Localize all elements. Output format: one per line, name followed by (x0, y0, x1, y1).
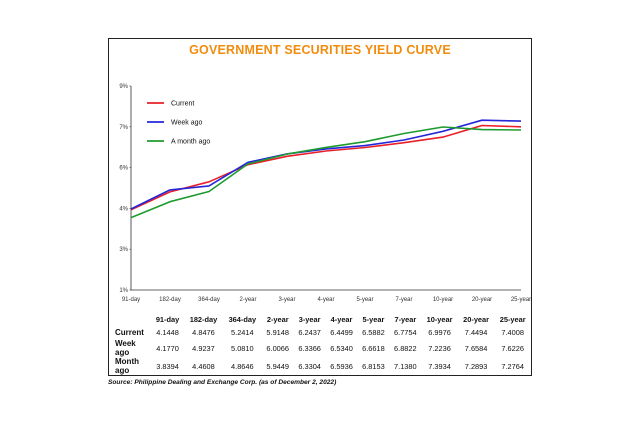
chart-frame: GOVERNMENT SECURITIES YIELD CURVE 1% 3% 4%… (108, 38, 532, 376)
x-tick-label: 2-year (239, 297, 256, 303)
table-column-header: 364-day (228, 315, 257, 324)
table-column-header: 7-year (394, 315, 417, 324)
table-row-label: Week ago (115, 339, 136, 357)
legend-label: A month ago (171, 139, 210, 146)
table-cell: 6.9976 (428, 328, 451, 337)
table-header-row: 91-day 182-day 364-day 2-year 3-year 4-year 5-… (109, 313, 531, 326)
table-cell: 6.0066 (266, 343, 290, 353)
table-cell: 6.8822 (394, 343, 417, 353)
table-cell: 6.5340 (330, 343, 353, 353)
table-row-label: Month ago (115, 357, 139, 375)
series-line (130, 124, 522, 211)
table-cell: 6.5882 (362, 328, 385, 337)
y-tick-label: 9% (119, 84, 128, 90)
table-cell: 7.4008 (501, 328, 524, 337)
series-lines (130, 119, 522, 219)
y-axis-ticks: 1% 3% 4% 6% 7% 9% (119, 84, 131, 294)
x-tick-label: 3-year (278, 297, 295, 303)
table-cell: 7.6226 (501, 343, 524, 353)
table-cell: 4.1770 (156, 343, 179, 353)
table-cell: 5.9449 (266, 361, 290, 371)
table-column-header: 91-day (155, 315, 180, 324)
table-cell: 4.8646 (231, 361, 254, 371)
table-column-header: 25-year (499, 315, 526, 324)
x-tick-label: 25-year (511, 297, 531, 303)
x-tick-label: 364-day (198, 297, 220, 303)
table-cell: 6.7754 (394, 328, 417, 337)
table-cell: 4.9237 (192, 343, 215, 353)
legend-label: Week ago (171, 120, 202, 127)
table-cell: 6.8153 (362, 361, 385, 371)
table-row: Current 4.1448 4.8476 5.2414 5.9148 6.2437 6.4… (109, 326, 531, 339)
x-tick-label: 7-year (395, 297, 412, 303)
table-row: Week ago 4.1770 4.9237 5.0810 6.0066 6.3366 6.… (109, 339, 531, 357)
table-cell: 5.0810 (231, 343, 254, 353)
table-cell: 4.8476 (192, 328, 215, 337)
y-tick-label: 6% (119, 166, 128, 172)
table-cell: 7.3934 (428, 361, 451, 371)
table-cell: 6.4499 (330, 328, 353, 337)
table-cell: 7.2893 (464, 361, 488, 371)
x-tick-label: 20-year (472, 297, 492, 303)
table-cell: 3.8394 (156, 361, 179, 371)
table-cell: 7.4494 (464, 328, 488, 337)
table-cell: 7.6584 (464, 343, 488, 353)
table-column-header: 5-year (362, 315, 385, 324)
table-column-header: 20-year (463, 315, 490, 324)
series-line (130, 119, 522, 210)
x-tick-label: 10-year (433, 297, 453, 303)
table-column-header: 3-year (298, 315, 321, 324)
yield-table: 91-day 182-day 364-day 2-year 3-year 4-year 5-… (109, 313, 531, 375)
table-cell: 6.3304 (298, 361, 321, 371)
x-tick-label: 5-year (356, 297, 373, 303)
table-cell: 6.3366 (298, 343, 321, 353)
table-cell: 6.2437 (298, 328, 321, 337)
y-tick-label: 7% (119, 125, 128, 131)
table-cell: 5.9148 (266, 328, 290, 337)
table-cell: 6.5936 (330, 361, 353, 371)
x-tick-label: 91-day (122, 297, 140, 303)
source-note: Source: Philippine Dealing and Exchange … (108, 379, 337, 386)
series-line (130, 126, 522, 219)
table-column-header: 182-day (189, 315, 218, 324)
table-cell: 5.2414 (231, 328, 254, 337)
table-cell: 4.4608 (192, 361, 215, 371)
table-cell: 7.2236 (428, 343, 451, 353)
chart-title: GOVERNMENT SECURITIES YIELD CURVE (189, 43, 451, 57)
table-corner (109, 313, 151, 326)
x-axis-ticks: 91-day 182-day 364-day 2-year 3-year 4-year 5-… (122, 297, 531, 303)
legend-label: Current (171, 101, 194, 108)
table-column-header: 2-year (266, 315, 289, 324)
y-tick-label: 1% (119, 288, 128, 294)
table-column-header: 4-year (330, 315, 353, 324)
table-cell: 4.1448 (156, 328, 179, 337)
y-tick-label: 3% (119, 247, 128, 253)
table-cell: 6.6618 (362, 343, 385, 353)
legend: Current Week ago A month ago (147, 101, 210, 146)
table-body: Current 4.1448 4.8476 5.2414 5.9148 6.2437 6.4… (109, 326, 531, 375)
x-tick-label: 182-day (159, 297, 181, 303)
table-row-label: Current (115, 328, 144, 337)
y-tick-label: 4% (119, 206, 128, 212)
x-tick-label: 4-year (317, 297, 334, 303)
table-cell: 7.2764 (501, 361, 524, 371)
table-cell: 7.1380 (394, 361, 417, 371)
table-row: Month ago 3.8394 4.4608 4.8646 5.9449 6.3304 6… (109, 357, 531, 375)
table-column-header: 10-year (426, 315, 453, 324)
yield-curve-chart: 1% 3% 4% 6% 7% 9% 91-day 182-day 364-day 2-year 3… (119, 84, 531, 303)
